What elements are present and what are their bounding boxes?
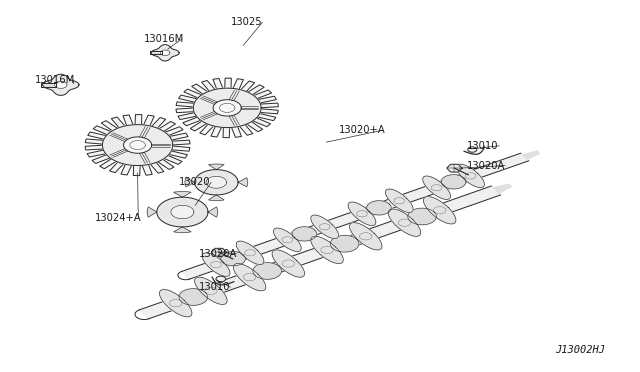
Polygon shape [124,137,152,153]
Polygon shape [173,192,191,197]
Polygon shape [179,289,207,305]
Polygon shape [102,125,173,166]
Circle shape [468,147,477,152]
Text: 13020: 13020 [179,177,211,187]
Polygon shape [195,277,227,304]
Polygon shape [161,50,170,55]
Polygon shape [311,236,343,264]
Polygon shape [41,83,56,87]
Polygon shape [140,186,500,319]
Text: 13020+A: 13020+A [339,125,386,135]
Polygon shape [54,81,67,89]
Polygon shape [253,263,282,279]
Polygon shape [493,184,511,193]
Polygon shape [367,201,391,215]
Text: 13025: 13025 [230,17,262,27]
Polygon shape [185,178,195,187]
Polygon shape [147,207,157,217]
Polygon shape [221,251,245,266]
Polygon shape [272,250,305,277]
Polygon shape [273,228,301,251]
Circle shape [216,276,226,282]
Polygon shape [442,175,466,189]
Polygon shape [385,189,413,212]
Polygon shape [388,209,420,236]
Text: J13002HJ: J13002HJ [555,345,605,355]
Polygon shape [85,115,190,176]
Polygon shape [176,78,278,138]
Polygon shape [195,170,238,195]
Polygon shape [349,222,382,250]
Polygon shape [43,74,79,95]
Polygon shape [424,197,456,224]
Polygon shape [150,51,161,54]
Polygon shape [423,176,451,199]
Polygon shape [182,153,529,279]
Polygon shape [209,195,224,201]
Text: 13010: 13010 [467,141,499,151]
Polygon shape [213,100,241,116]
Polygon shape [464,146,484,154]
Polygon shape [330,235,359,252]
Polygon shape [171,205,194,219]
Polygon shape [151,45,179,61]
Polygon shape [159,289,192,317]
Polygon shape [236,241,264,264]
Polygon shape [208,207,218,217]
Polygon shape [408,208,436,225]
Polygon shape [212,276,234,285]
Polygon shape [211,248,227,256]
Polygon shape [234,263,266,291]
Text: 13016M: 13016M [35,75,76,85]
Polygon shape [202,253,230,276]
Polygon shape [238,178,248,187]
Polygon shape [206,176,227,188]
Text: 13024+A: 13024+A [95,213,141,222]
Text: 13020A: 13020A [198,249,237,259]
Polygon shape [522,151,540,159]
Polygon shape [348,202,376,225]
Text: 13020A: 13020A [467,161,506,170]
Polygon shape [209,164,224,170]
Text: 13016M: 13016M [144,34,184,44]
Polygon shape [447,164,462,172]
Polygon shape [157,197,208,227]
Polygon shape [193,88,261,128]
Polygon shape [292,227,317,241]
Polygon shape [311,215,339,238]
Polygon shape [457,164,484,187]
Text: 13010: 13010 [198,282,230,292]
Polygon shape [173,227,191,232]
